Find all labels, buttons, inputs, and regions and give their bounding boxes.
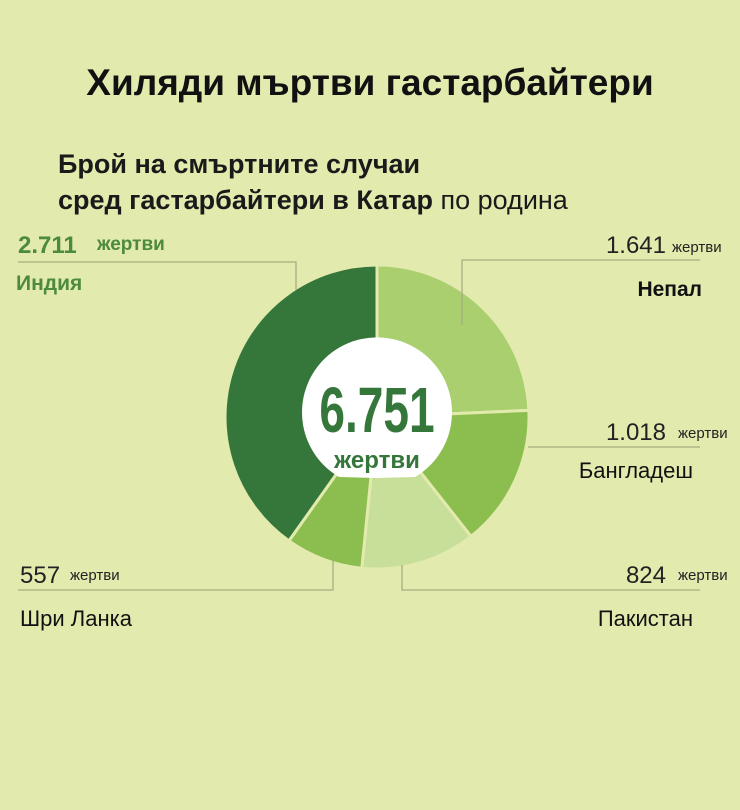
subtitle-suffix: по родина (440, 185, 568, 215)
data-label-unit-0: жертви (672, 239, 722, 256)
data-label-value-0: 1.641 (606, 232, 666, 259)
slice-name-0: Непал (637, 278, 702, 301)
slice-name-4: Индия (16, 272, 82, 295)
center-disc (302, 337, 452, 478)
data-label-value-4: 2.711 (18, 232, 77, 259)
chart-title: Хиляди мъртви гастарбайтери (86, 62, 654, 103)
leader-lines (18, 259, 700, 591)
subtitle-line-1: Брой на смъртните случаи (58, 149, 421, 179)
subtitle-line-2: сред гастарбайтери в Катар (58, 185, 433, 215)
total-label: жертви (333, 447, 420, 474)
data-label-value-1: 1.018 (606, 419, 666, 446)
slice-4 (223, 263, 379, 543)
data-label-unit-3: жертви (70, 567, 120, 584)
slice-name-1: Бангладеш (579, 458, 693, 483)
slice-name-2: Пакистан (598, 606, 693, 631)
leader-line-0 (461, 259, 700, 325)
data-label-unit-4: жертви (96, 234, 165, 255)
data-label-value-3: 557 (20, 562, 60, 589)
slice-labels: 1.641 жертви Непал 1.018 жертви Бангладеш 824 ж… (16, 232, 728, 631)
total-value: 6.751 (319, 375, 434, 446)
slice-name-3: Шри Ланка (20, 606, 133, 631)
chart-subtitle: Брой на смъртните случаи сред гастарбайт… (58, 146, 568, 218)
leader-line-3 (18, 560, 334, 591)
leader-line-4 (18, 261, 297, 290)
leader-line-2 (401, 565, 700, 591)
donut-center: 6.751 жертви (302, 337, 452, 478)
data-label-value-2: 824 (626, 562, 666, 589)
data-label-unit-2: жертви (678, 567, 728, 584)
data-label-unit-1: жертви (678, 425, 728, 442)
